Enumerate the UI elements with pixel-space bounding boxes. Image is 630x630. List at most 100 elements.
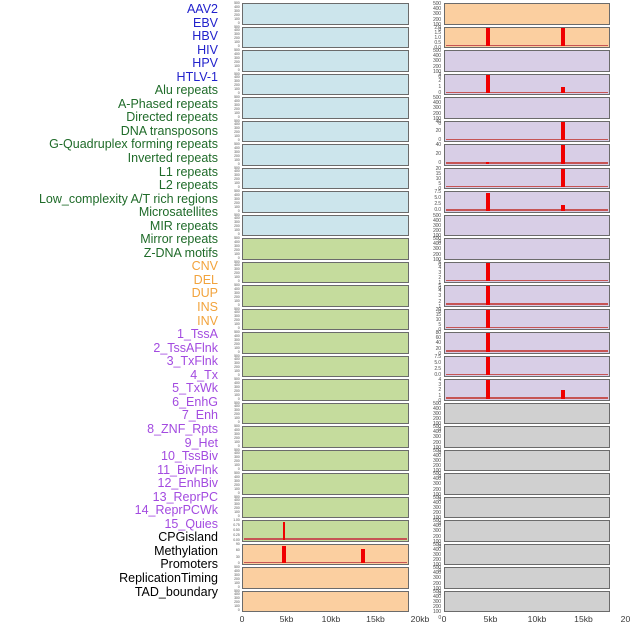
track-plot-area	[444, 214, 610, 236]
track-plot-area	[242, 520, 409, 542]
coverage-peak	[485, 285, 490, 305]
row-label: G-Quadruplex forming repeats	[49, 137, 218, 152]
y-tick-label: 0	[237, 279, 240, 284]
y-tick-label: 200	[234, 506, 240, 511]
coverage-peak	[561, 144, 566, 164]
y-tick-label: 2.5	[434, 365, 441, 372]
track-baseline	[446, 373, 608, 375]
y-tick-label: 200	[432, 439, 441, 446]
y-axis-ticks: 500 400 300 200 100 0	[424, 448, 443, 479]
x-tick-label: 10kb	[321, 614, 341, 624]
y-tick-label: 100	[234, 604, 240, 609]
y-tick-label: 0	[438, 285, 441, 292]
y-axis-ticks: 500 400 300 200 100 0	[224, 1, 241, 26]
track-baseline	[446, 279, 608, 281]
y-tick-label: 0.25	[233, 532, 240, 537]
y-axis-ticks: 500 400 300 200 100 0	[224, 48, 241, 73]
coverage-peak	[485, 262, 490, 281]
y-tick-label: 400	[234, 51, 240, 56]
track-plot-area	[444, 144, 610, 166]
y-tick-label: 500	[234, 447, 240, 452]
row-label: 11_BivFlnk	[157, 462, 218, 477]
x-tick-label: 20kb	[410, 614, 430, 624]
y-tick-label: 300	[432, 410, 441, 417]
y-tick-label: 400	[432, 6, 441, 13]
y-tick-label: 400	[432, 429, 441, 436]
y-tick-label: 2.0	[434, 24, 441, 31]
feature-track: 500 400 300 200 100 0	[224, 48, 420, 73]
y-tick-label: 5	[438, 259, 441, 266]
y-tick-label: 300	[234, 196, 240, 201]
y-tick-label: 100	[234, 251, 240, 256]
y-tick-label: 0.0	[434, 45, 441, 52]
y-tick-label: 0	[237, 185, 240, 190]
y-tick-label: 0	[438, 121, 441, 128]
coverage-peak	[485, 74, 490, 93]
track-plot-area	[242, 543, 409, 565]
y-tick-label: 300	[234, 478, 240, 483]
y-tick-label: 0	[438, 614, 441, 621]
track-plot-area	[444, 332, 610, 354]
y-tick-label: 0	[438, 473, 441, 480]
track-plot-area	[242, 332, 409, 354]
y-tick-label: 200	[234, 600, 240, 605]
track-baseline	[446, 91, 608, 93]
y-tick-label: 0	[438, 520, 441, 527]
y-tick-label: 200	[234, 318, 240, 323]
y-tick-label: 4	[438, 377, 441, 383]
y-tick-label: 100	[432, 233, 441, 240]
y-axis-ticks: 500 400 300 200 100 0	[224, 565, 241, 590]
y-tick-label: 100	[234, 463, 240, 468]
feature-track: 500 400 300 200 100 0	[224, 189, 420, 214]
row-label: MIR repeats	[149, 218, 218, 233]
x-tick-label: 15kb	[366, 614, 385, 624]
coverage-peak	[561, 87, 566, 93]
y-tick-label: 200	[234, 482, 240, 487]
y-axis-ticks: 500 400 300 200 100 0	[424, 565, 443, 596]
feature-track: 500 400 300 200 100 0	[224, 119, 420, 144]
y-tick-label: 500	[234, 588, 240, 593]
y-tick-label: 300	[234, 220, 240, 225]
y-tick-label: 500	[432, 236, 441, 242]
track-plot-area	[444, 426, 610, 448]
y-tick-label: 200	[432, 557, 441, 564]
feature-track: 500 400 300 200 100 0	[424, 518, 630, 550]
y-tick-label: 500	[234, 95, 240, 99]
row-label: EBV	[192, 15, 218, 30]
feature-track: 20 15 10 5 0	[424, 166, 630, 192]
y-tick-label: 400	[432, 570, 441, 577]
y-tick-label: 1	[438, 303, 441, 310]
y-tick-label: 100	[234, 157, 240, 162]
row-label: DNA transposons	[120, 123, 218, 138]
y-axis-ticks: 500 400 300 200 100 0	[424, 588, 443, 620]
row-label: 14_ReprPCWk	[134, 503, 218, 518]
track-plot-area	[242, 97, 409, 119]
track-plot-area	[444, 496, 610, 518]
y-tick-label: 5.0	[434, 359, 441, 366]
feature-track: 500 400 300 200 100 0	[224, 212, 420, 238]
row-label: 2_TssAFlnk	[153, 340, 218, 355]
coverage-peak	[485, 356, 490, 375]
feature-track: 500 400 300 200 100 0	[424, 565, 630, 597]
y-tick-label: 500	[234, 377, 240, 381]
y-tick-label: 300	[234, 79, 240, 84]
feature-track: 500 400 300 200 100 0	[224, 95, 420, 120]
y-tick-label: 400	[234, 192, 240, 197]
y-tick-label: 500	[234, 212, 240, 217]
y-tick-label: 500	[234, 471, 240, 475]
y-tick-label: 0	[237, 114, 240, 119]
track-plot-area	[242, 214, 409, 236]
track-baseline	[446, 162, 608, 164]
feature-track: 500 400 300 200 100 0	[224, 588, 420, 614]
feature-track: 500 400 300 200 100 0	[424, 448, 630, 479]
feature-track: 500 400 300 200 100 0	[424, 95, 630, 127]
row-label: 6_EnhG	[172, 394, 218, 409]
row-label: 4_Tx	[190, 367, 218, 382]
y-axis-ticks: 1.00 0.75 0.50 0.25 0.00	[224, 518, 241, 543]
y-tick-label: 500	[234, 48, 240, 52]
y-tick-label: 500	[432, 588, 441, 595]
track-plot-area	[242, 120, 409, 142]
track-plot-area	[444, 567, 610, 589]
feature-track: 500 400 300 200 100 0	[224, 260, 420, 285]
